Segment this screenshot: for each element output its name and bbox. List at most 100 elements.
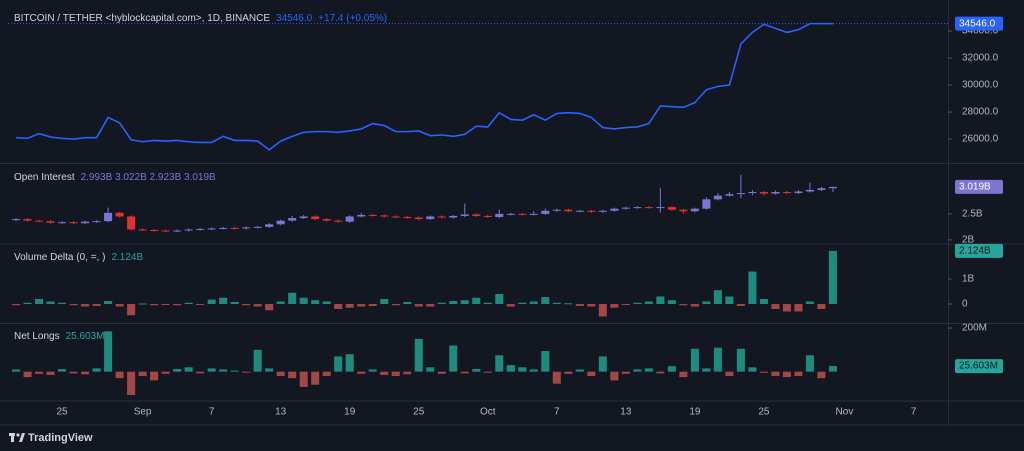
bar [437, 371, 446, 374]
bar [35, 371, 44, 374]
candle-body [725, 194, 734, 196]
bar [81, 371, 90, 375]
candle-body [679, 209, 688, 212]
bar [161, 371, 170, 374]
bar [805, 301, 814, 304]
bar [483, 371, 492, 373]
bar [771, 304, 780, 309]
bar [115, 371, 124, 379]
candle-body [748, 192, 757, 194]
bar [196, 304, 205, 305]
x-tick-label: 25 [758, 407, 770, 418]
vd-title: Volume Delta (0, =, ) [14, 252, 105, 263]
bar [483, 302, 492, 304]
bar [230, 302, 239, 304]
bar [713, 290, 722, 304]
candle-body [771, 192, 780, 194]
candle-body [828, 186, 837, 189]
candle-body [391, 216, 400, 218]
candle-body [127, 216, 136, 230]
candle-body [184, 229, 193, 231]
bar [449, 301, 458, 304]
bar [46, 301, 55, 304]
vd-header: Volume Delta (0, =, ) 2.124B [14, 252, 143, 263]
bar [828, 366, 837, 372]
bar [713, 347, 722, 372]
candle-body [92, 221, 101, 223]
x-tick-label: 7 [911, 407, 917, 418]
nl-value: 25.603M [66, 331, 105, 342]
last-value-label: 3.019B [959, 182, 991, 193]
bar [771, 371, 780, 377]
bar [265, 368, 274, 372]
bar [230, 370, 239, 372]
bar [621, 304, 630, 305]
bar [794, 304, 803, 312]
candle-body [230, 227, 239, 229]
candle-body [529, 213, 538, 215]
y-tick-label: 34000.0 [962, 26, 999, 37]
nl-header: Net Longs 25.603M [14, 331, 105, 342]
bar [92, 368, 101, 372]
candle-body [46, 221, 55, 223]
y-tick-label: 30000.0 [962, 80, 999, 91]
bar [265, 304, 274, 311]
bar [644, 368, 653, 372]
candle-body [219, 227, 228, 229]
candle-body [667, 207, 676, 210]
bar [242, 371, 251, 373]
candle-body [403, 217, 412, 218]
bar [184, 367, 193, 372]
bar [322, 301, 331, 304]
bar [460, 371, 469, 374]
bar [219, 297, 228, 304]
candle-body [483, 215, 492, 217]
candle-body [713, 195, 722, 200]
candle-body [633, 207, 642, 209]
bar [35, 299, 44, 304]
bar [506, 365, 515, 372]
bar [472, 297, 481, 304]
x-tick-label: 25 [413, 407, 425, 418]
bar [207, 299, 216, 304]
candle-body [644, 207, 653, 209]
bar [414, 304, 423, 307]
candle-body [104, 212, 113, 222]
oi-ohlc: 2.993B 3.022B 2.923B 3.019B [81, 172, 216, 183]
bar [736, 348, 745, 372]
y-tick-label: 0 [962, 299, 968, 310]
x-tick-label: 25 [57, 407, 69, 418]
candle-body [575, 210, 584, 212]
bar [403, 371, 412, 375]
bar [587, 371, 596, 377]
bar [633, 369, 642, 372]
x-tick-label: 13 [275, 407, 287, 418]
bar [621, 371, 630, 374]
bar [288, 371, 297, 379]
bar [564, 371, 573, 374]
bar [12, 369, 21, 372]
bar [334, 356, 343, 372]
candle-body [150, 230, 159, 231]
candle-body [322, 219, 331, 221]
bar [196, 371, 205, 374]
candle-body [161, 230, 170, 232]
bar [426, 367, 435, 372]
candle-body [690, 208, 699, 212]
x-tick-label: 19 [344, 407, 356, 418]
bar [322, 371, 331, 377]
candle-body [345, 216, 354, 222]
bar [575, 304, 584, 306]
candle-body [782, 192, 791, 194]
y-tick-label: 2.5B [962, 209, 983, 220]
bar [667, 300, 676, 304]
bar [150, 371, 159, 381]
candle-body [58, 222, 67, 224]
candle-body [196, 228, 205, 230]
last-value-badge [955, 359, 1003, 374]
bar [828, 250, 837, 304]
logo [9, 433, 25, 442]
bar [495, 294, 504, 304]
bar [173, 369, 182, 372]
footer-brand: TradingView [28, 432, 93, 444]
